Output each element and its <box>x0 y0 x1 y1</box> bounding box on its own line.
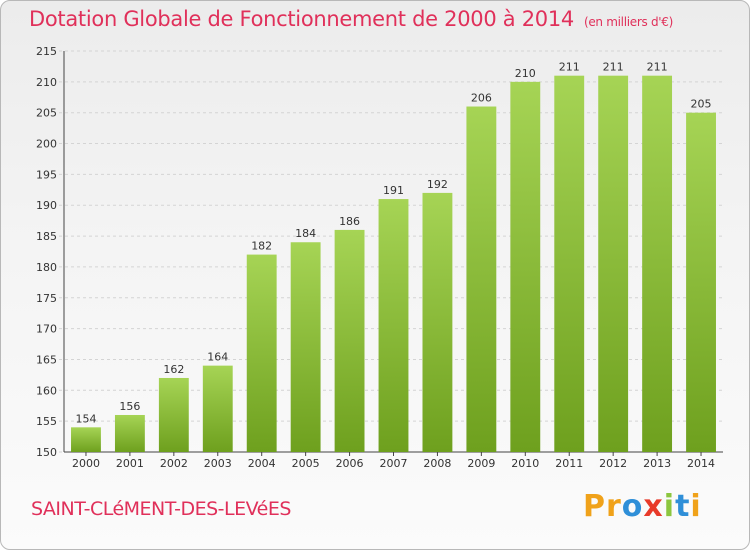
x-tick-label: 2013 <box>643 457 671 470</box>
y-tick-label: 200 <box>36 138 57 151</box>
bar-value-label: 164 <box>207 351 228 364</box>
x-tick-label: 2005 <box>292 457 320 470</box>
bar <box>158 377 189 452</box>
brand-letter: x <box>643 489 664 524</box>
bar <box>422 192 453 452</box>
commune-name: SAINT-CLéMENT-DES-LEVéES <box>31 498 291 520</box>
y-tick-label: 155 <box>36 415 57 428</box>
bar <box>114 414 145 452</box>
y-tick-label: 205 <box>36 107 57 120</box>
y-tick-label: 165 <box>36 353 57 366</box>
y-tick-label: 185 <box>36 230 57 243</box>
chart-subtitle: (en milliers d'€) <box>583 15 673 29</box>
bar <box>290 242 321 452</box>
bar-value-label: 156 <box>119 400 140 413</box>
x-tick-label: 2003 <box>204 457 232 470</box>
bar-value-label: 211 <box>603 61 624 74</box>
bar-value-label: 186 <box>339 215 360 228</box>
brand-letter: P <box>583 489 606 524</box>
x-tick-label: 2004 <box>248 457 276 470</box>
bar-value-label: 211 <box>647 61 668 74</box>
bar-value-label: 182 <box>251 240 272 253</box>
brand-letter: i <box>663 489 676 524</box>
bar-value-label: 162 <box>163 363 184 376</box>
x-tick-label: 2001 <box>116 457 144 470</box>
x-tick-label: 2010 <box>511 457 539 470</box>
bar <box>378 199 409 452</box>
y-tick-label: 180 <box>36 261 57 274</box>
bar <box>642 75 673 452</box>
brand-letter: r <box>606 489 622 524</box>
y-tick-label: 170 <box>36 323 57 336</box>
y-tick-label: 160 <box>36 384 57 397</box>
bar <box>598 75 629 452</box>
bar <box>466 106 497 453</box>
brand-letter: i <box>690 489 702 524</box>
bar <box>71 427 101 452</box>
bar-value-label: 192 <box>427 178 448 191</box>
bar-value-label: 205 <box>691 98 712 111</box>
y-tick-label: 215 <box>36 45 57 58</box>
bar-value-label: 184 <box>295 227 316 240</box>
bar-value-label: 191 <box>383 184 404 197</box>
bar <box>246 254 277 452</box>
y-tick-label: 150 <box>36 446 57 459</box>
y-tick-label: 190 <box>36 199 57 212</box>
bar <box>554 75 585 452</box>
y-tick-label: 195 <box>36 168 57 181</box>
chart-title: Dotation Globale de Fonctionnement de 20… <box>29 7 673 31</box>
chart-title-text: Dotation Globale de Fonctionnement de 20… <box>29 7 574 31</box>
bar-value-label: 154 <box>75 412 96 425</box>
bar <box>510 81 541 452</box>
x-tick-label: 2014 <box>687 457 715 470</box>
y-tick-label: 175 <box>36 292 57 305</box>
x-tick-label: 2007 <box>380 457 408 470</box>
bar <box>334 229 365 452</box>
x-tick-label: 2011 <box>555 457 583 470</box>
bar <box>686 112 716 452</box>
x-tick-label: 2008 <box>423 457 451 470</box>
brand-letter: o <box>621 489 644 524</box>
y-tick-label: 210 <box>36 76 57 89</box>
bar-value-label: 211 <box>559 61 580 74</box>
brand-letter: t <box>675 489 691 524</box>
x-tick-label: 2000 <box>72 457 100 470</box>
x-tick-label: 2002 <box>160 457 188 470</box>
x-tick-label: 2006 <box>336 457 364 470</box>
bar <box>202 365 233 452</box>
bar-value-label: 206 <box>471 92 492 105</box>
x-tick-label: 2012 <box>599 457 627 470</box>
bar-value-label: 210 <box>515 67 536 80</box>
x-tick-label: 2009 <box>467 457 495 470</box>
proxiti-logo: Proxiti <box>583 489 702 524</box>
